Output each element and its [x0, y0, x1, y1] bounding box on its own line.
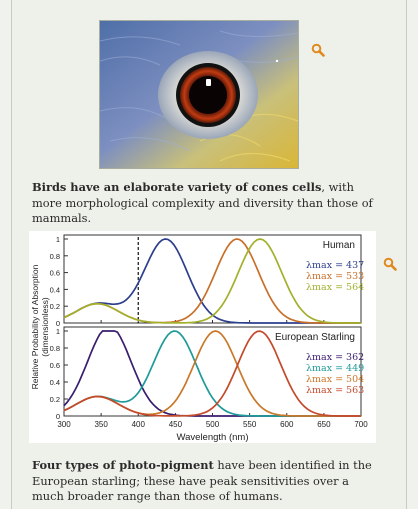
x-tick-label: 600: [280, 420, 294, 429]
y-tick-label: 0.2: [50, 395, 60, 404]
legend-label: λmax = 504: [306, 374, 364, 385]
bird-eye-photo[interactable]: [99, 20, 299, 169]
x-tick-label: 300: [57, 420, 71, 429]
caption-bold: Birds have an elaborate variety of cones…: [32, 180, 322, 194]
y-tick-label: 0.8: [50, 344, 60, 353]
figure-caption: Four types of photo-pigment have been id…: [32, 458, 382, 505]
legend-label: λmax = 533: [306, 271, 364, 282]
y-tick-label: 1: [56, 327, 60, 336]
y-tick-label: 0.4: [50, 285, 60, 294]
x-tick-label: 500: [206, 420, 220, 429]
caption-text: , with more morphological complexity and…: [32, 180, 373, 225]
y-axis-label-units: (dimensionless): [40, 297, 50, 357]
x-tick-label: 450: [169, 420, 183, 429]
panel-title: Human: [323, 240, 355, 251]
y-tick-label: 0.6: [50, 269, 60, 278]
series-line: [63, 330, 361, 417]
x-tick-label: 650: [317, 420, 331, 429]
x-tick-label: 700: [354, 420, 368, 429]
absorption-chart[interactable]: 0 0.2 0.4 0.6 0.8 1 Human λmax = 437 λmax = 533 λ…: [29, 231, 376, 443]
x-tick-label: 350: [94, 420, 108, 429]
zoom-icon[interactable]: [383, 257, 397, 271]
y-tick-label: 0: [56, 412, 60, 421]
legend-label: λmax = 449: [306, 363, 364, 374]
y-tick-label: 1: [56, 235, 60, 244]
figure-caption: Birds have an elaborate variety of cones…: [32, 180, 382, 227]
bird-eye-image: [100, 21, 298, 168]
caption-text: have been identified in the European sta…: [32, 458, 372, 503]
y-tick-label: 0.2: [50, 302, 60, 311]
legend-label: λmax = 563: [306, 385, 364, 396]
y-tick-label: 0: [56, 319, 60, 328]
series-line: [63, 238, 361, 324]
panel-title: European Starling: [275, 332, 355, 343]
x-tick-label: 550: [243, 420, 257, 429]
x-tick-label: 400: [132, 420, 146, 429]
legend-label: λmax = 362: [306, 352, 364, 363]
legend-label: λmax = 564: [306, 282, 364, 293]
y-tick-label: 0.8: [50, 252, 60, 261]
caption-bold: Four types of photo-pigment: [32, 458, 214, 472]
y-tick-label: 0.6: [50, 361, 60, 370]
y-tick-label: 0.4: [50, 378, 60, 387]
x-axis-label: Wavelength (nm): [177, 432, 249, 443]
legend-label: λmax = 437: [306, 260, 364, 271]
y-axis-label: Relative Probability of Absorption: [30, 264, 40, 389]
zoom-icon[interactable]: [311, 43, 325, 57]
